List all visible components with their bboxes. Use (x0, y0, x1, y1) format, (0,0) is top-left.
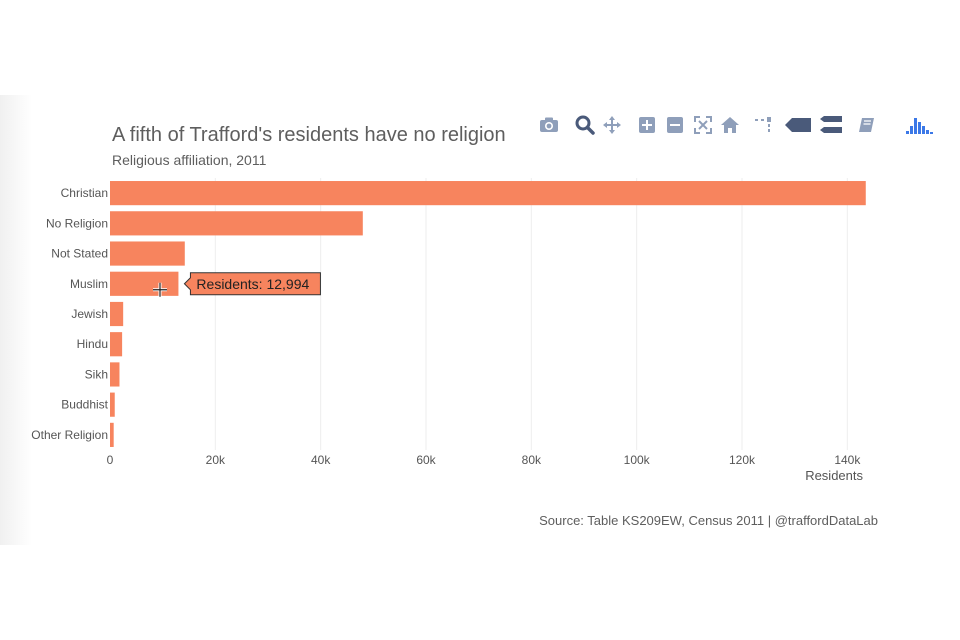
zoom-in-icon[interactable] (636, 114, 658, 136)
page-edge-shade (0, 95, 32, 545)
reset-axes-icon[interactable] (719, 114, 741, 136)
bar-no-religion[interactable] (110, 211, 363, 236)
bar-other-religion[interactable] (110, 422, 114, 447)
y-tick-label: Not Stated (51, 247, 108, 261)
modebar (536, 114, 940, 136)
x-tick-label: 0 (107, 453, 114, 467)
x-tick-label: 60k (416, 453, 436, 467)
x-tick-label: 140k (834, 453, 861, 467)
spike-lines-icon[interactable] (752, 114, 774, 136)
crosshair-cursor-icon (153, 282, 167, 297)
y-tick-label: No Religion (46, 216, 108, 230)
x-tick-label: 40k (311, 453, 331, 467)
y-tick-label: Sikh (85, 367, 108, 381)
bar-buddhist[interactable] (110, 392, 115, 417)
bar-muslim[interactable] (110, 271, 179, 296)
pan-icon[interactable] (601, 114, 623, 136)
x-axis-title: Residents (805, 468, 863, 483)
y-tick-label: Muslim (70, 277, 108, 291)
bar-not-stated[interactable] (110, 241, 185, 266)
bar-jewish[interactable] (110, 301, 124, 327)
zoom-icon[interactable] (574, 114, 596, 136)
edit-icon[interactable] (856, 114, 878, 136)
x-tick-label: 20k (206, 453, 226, 467)
y-tick-label: Christian (61, 186, 108, 200)
bar-christian[interactable] (110, 181, 866, 206)
zoom-out-icon[interactable] (664, 114, 686, 136)
logo-icon[interactable] (904, 114, 936, 136)
y-tick-label: Hindu (77, 337, 108, 351)
compare-hover-icon[interactable] (818, 114, 844, 136)
bar-hindu[interactable] (110, 332, 123, 357)
chart-panel (0, 95, 960, 545)
x-tick-label: 80k (522, 453, 542, 467)
hover-tooltip-label: Residents: 12,994 (196, 276, 309, 292)
autoscale-icon[interactable] (692, 114, 714, 136)
bar-sikh[interactable] (110, 362, 120, 387)
hover-tooltip-box (183, 272, 321, 296)
y-tick-label: Buddhist (61, 398, 108, 412)
camera-icon[interactable] (538, 114, 560, 136)
closest-hover-icon[interactable] (783, 114, 813, 136)
x-tick-label: 100k (624, 453, 651, 467)
y-tick-label: Jewish (71, 307, 108, 321)
chart-title: A fifth of Trafford's residents have no … (112, 124, 506, 146)
source-caption: Source: Table KS209EW, Census 2011 | @tr… (539, 513, 878, 528)
chart-subtitle: Religious affiliation, 2011 (112, 152, 267, 168)
y-tick-label: Other Religion (31, 428, 108, 442)
x-tick-label: 120k (729, 453, 756, 467)
